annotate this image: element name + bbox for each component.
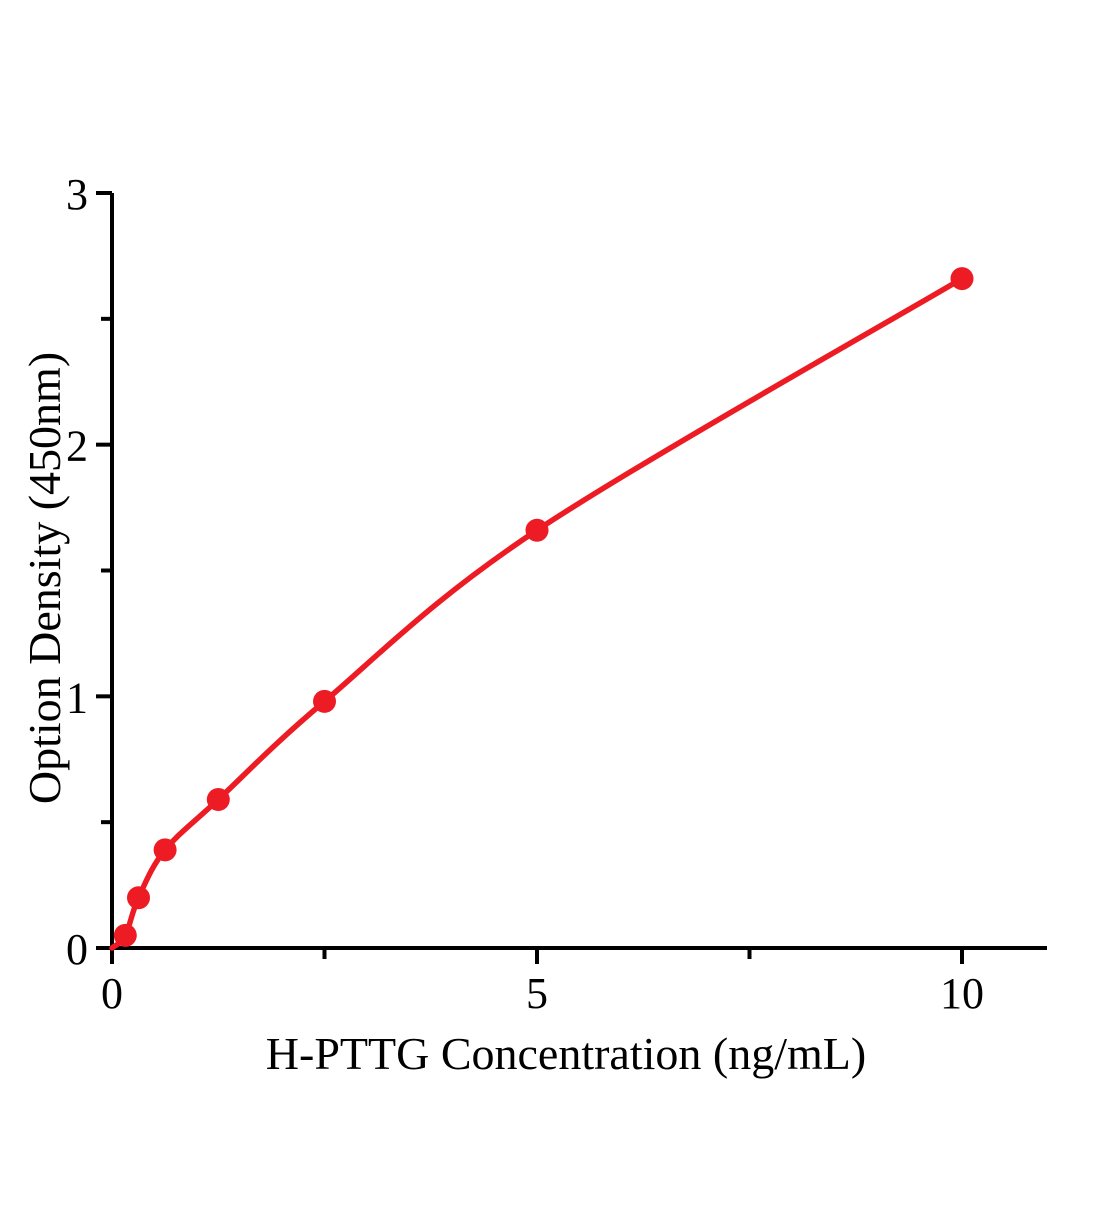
data-point	[206, 788, 230, 811]
y-axis-title: Option Density (450nm)	[19, 352, 70, 804]
fitted-curve	[109, 275, 965, 951]
data-point	[113, 923, 137, 947]
y-tick-label: 0	[66, 925, 88, 974]
data-point	[950, 267, 974, 291]
data-point	[153, 838, 177, 862]
x-tick-label: 10	[940, 969, 984, 1018]
x-tick-label: 5	[526, 969, 548, 1018]
x-axis-title: H-PTTG Concentration (ng/mL)	[266, 1028, 866, 1079]
axes-layer: 0 5 10 0 1 2 3	[66, 170, 1047, 1018]
data-point	[525, 518, 549, 542]
data-series-layer	[109, 267, 974, 951]
data-point	[313, 689, 336, 713]
x-tick-label: 0	[101, 969, 123, 1018]
y-tick-label: 1	[66, 673, 88, 722]
y-tick-label: 3	[66, 170, 88, 219]
y-tick-label: 2	[66, 422, 88, 471]
data-point	[127, 886, 150, 910]
axis-spines	[110, 193, 1047, 950]
